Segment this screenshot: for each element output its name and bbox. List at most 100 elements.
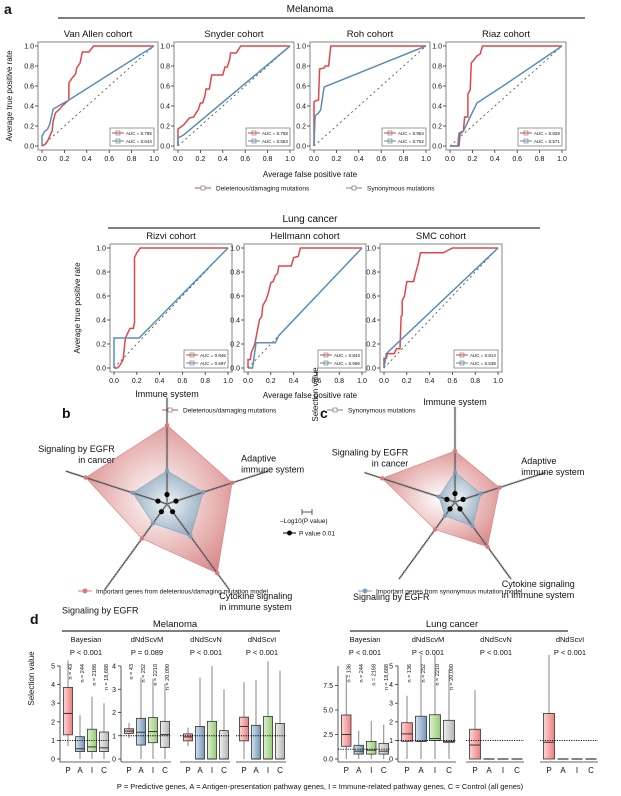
- category-label: C: [277, 766, 283, 775]
- x-tick-label: 0.4: [82, 156, 92, 163]
- auc-value: AUC = 0.843: [334, 353, 360, 358]
- plot-frame: [309, 41, 431, 151]
- p-value: P < 0.001: [412, 648, 444, 657]
- y-tick-label: 0.2: [296, 124, 306, 131]
- roc-plot: Hellmann cohort 0.00.0 0.2 0.2 0.4 0.4 0.6 0.6 0…: [230, 231, 367, 385]
- box-group: Lung cancer Selection value Bayesian P < 0.…: [311, 367, 598, 775]
- p-value: P < 0.001: [246, 648, 278, 657]
- p-value: P < 0.001: [190, 648, 222, 657]
- category-label: A: [138, 766, 144, 775]
- plot-frame: [445, 41, 567, 151]
- roc-plot: Rizvi cohort 0.00.0 0.2 0.2 0.4 0.4 0.6 0.6 0.8 0…: [96, 231, 233, 385]
- auc-value: AUC = 0.538: [470, 361, 496, 366]
- y-tick-label: 0: [112, 757, 116, 764]
- plot-frame: [243, 243, 367, 373]
- group-title: Lung cancer: [282, 214, 338, 225]
- x-tick-label: 0.6: [376, 156, 386, 163]
- method-title: Bayesian: [71, 635, 102, 644]
- box-C: [443, 719, 455, 743]
- radar-point: [380, 476, 385, 481]
- roc-plot-title: Rizvi cohort: [146, 231, 196, 242]
- n-label: n = 20,090: [449, 664, 455, 690]
- legend-marker: [351, 185, 357, 191]
- n-label: n = 20,090: [165, 664, 171, 690]
- box-plot: dNdScvM P < 0.001 0 1 2 3 4 5 Pn = 136 An = 252 In…: [389, 635, 456, 775]
- radar-axis-ticks: [65, 469, 168, 506]
- roc-line-synonymous: [248, 247, 363, 369]
- auc-value: AUC = 0.566: [334, 361, 360, 366]
- legend-label: Synonymous mutations: [348, 408, 416, 415]
- x-tick-label: 0.8: [334, 378, 344, 385]
- radar-axis-label: in cancer: [78, 455, 115, 465]
- x-tick-label: 1.0: [357, 378, 367, 385]
- category-label: C: [101, 766, 107, 775]
- radar-axis-label: in immune system: [502, 590, 575, 600]
- x-tick-label: 0.8: [263, 156, 273, 163]
- p-value: P < 0.001: [70, 648, 102, 657]
- group-title: Lung cancer: [426, 619, 478, 630]
- roc-plot-title: Riaz cohort: [482, 29, 530, 40]
- radar-axis-label: immune system: [241, 464, 304, 474]
- radar-point: [442, 513, 448, 518]
- y-tick-label: 1: [389, 738, 393, 745]
- y-tick-label: 0.2: [160, 124, 170, 131]
- y-tick-label: 0.4: [230, 318, 240, 325]
- y-tick-label: 1: [112, 733, 116, 740]
- y-tick-label: 0.8: [366, 270, 376, 277]
- y-tick-label: 1.0: [96, 246, 106, 253]
- radar-axis-label: Adaptive: [241, 453, 276, 463]
- x-tick-label: 1.0: [493, 378, 503, 385]
- radar-axis-ticks: [453, 501, 513, 580]
- x-tick-label: 0.6: [240, 156, 250, 163]
- pvalue-threshold-dot: [447, 506, 453, 512]
- category-label: C: [381, 766, 387, 775]
- legend-marker: [189, 352, 195, 358]
- x-tick-label: 0.4: [425, 378, 435, 385]
- n-label: n = 136: [346, 664, 352, 683]
- radar-axis-label: Signaling by EGFR: [62, 605, 139, 615]
- roc-line-synonymous: [383, 247, 499, 369]
- category-label: A: [197, 766, 203, 775]
- y-axis-label: Selection value: [311, 367, 320, 422]
- y-tick-label: 4: [51, 682, 55, 689]
- category-label: I: [152, 766, 154, 775]
- y-tick-label: 0: [51, 757, 55, 764]
- box-plot: dNdScvM P = 0.089 0 1 2 3 4 Pn = 43 An = 252 In =…: [112, 635, 171, 775]
- x-tick-label: 0.4: [218, 156, 228, 163]
- auc-value: AUC = 0.954: [398, 131, 424, 136]
- category-label: P: [344, 766, 349, 775]
- box-I: [207, 720, 217, 760]
- x-tick-label: 0.2: [332, 156, 342, 163]
- y-tick-label: 1.0: [296, 44, 306, 51]
- pvalue-threshold-dot: [173, 498, 179, 504]
- y-tick-label: 0.6: [296, 84, 306, 91]
- y-tick-label: 0.8: [296, 64, 306, 71]
- roc-plot-title: Snyder cohort: [204, 29, 264, 40]
- box-A: [415, 715, 427, 742]
- y-tick-label: 3: [112, 687, 116, 694]
- legend-marker: [251, 130, 257, 136]
- roc-group: Lung cancer Rizvi cohort0.00.00.20.20.40.…: [73, 214, 540, 415]
- box-P: [469, 728, 481, 760]
- n-label: n = 244: [80, 664, 86, 683]
- panel-label-a: a: [4, 1, 12, 17]
- category-label: P: [65, 766, 70, 775]
- category-label: A: [356, 766, 362, 775]
- category-label: I: [502, 766, 504, 775]
- legend-marker: [82, 588, 88, 594]
- n-label: n = 252: [141, 664, 147, 683]
- box-I: [366, 740, 377, 755]
- panel-label-b: b: [62, 405, 71, 421]
- p-value: P < 0.001: [480, 648, 512, 657]
- y-tick-label: 0.2: [432, 124, 442, 131]
- radar-point: [497, 485, 502, 490]
- radar-axis-ticks: [165, 503, 231, 591]
- y-tick-label: 2: [389, 719, 393, 726]
- y-tick-label: 0.6: [96, 294, 106, 301]
- category-label: P: [126, 766, 131, 775]
- x-tick-label: 0.2: [402, 378, 412, 385]
- radar-point: [139, 536, 145, 541]
- panel-label-d: d: [30, 611, 39, 627]
- y-tick-label: 4: [112, 664, 116, 671]
